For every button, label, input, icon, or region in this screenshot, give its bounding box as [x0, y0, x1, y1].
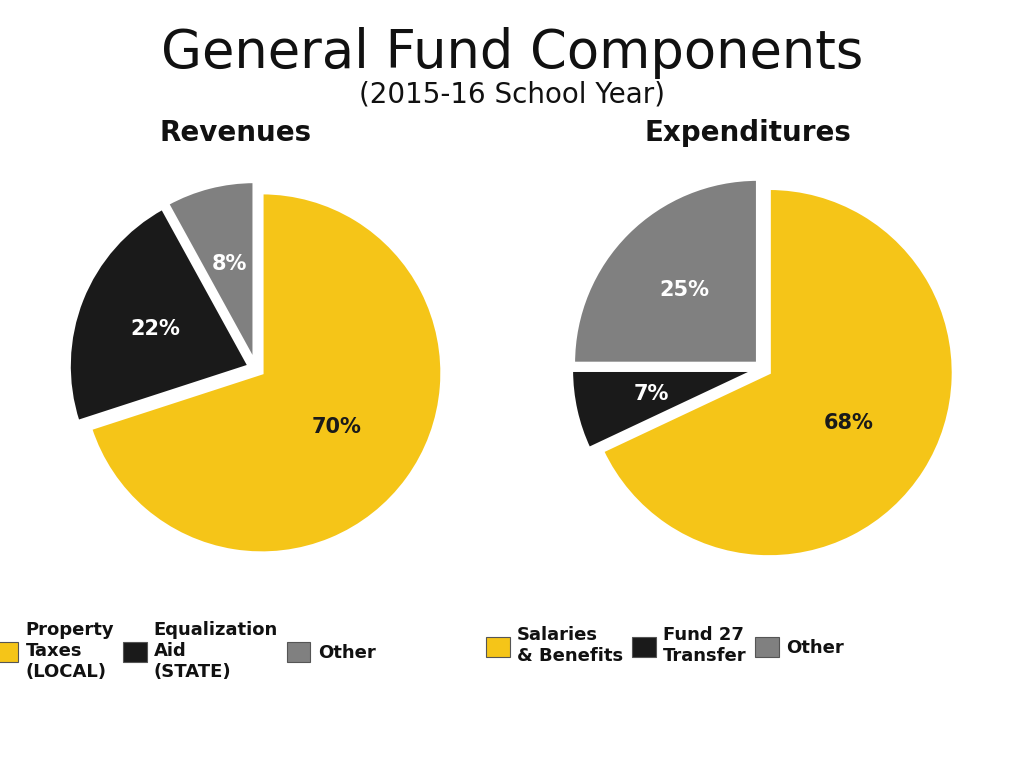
Wedge shape — [602, 188, 953, 557]
Legend: Salaries
& Benefits, Fund 27
Transfer, Other: Salaries & Benefits, Fund 27 Transfer, O… — [486, 627, 844, 665]
Text: 70%: 70% — [311, 417, 361, 437]
Wedge shape — [573, 179, 758, 363]
Text: 25%: 25% — [659, 280, 710, 300]
Legend: Property
Taxes
(LOCAL), Equalization
Aid
(STATE), Other: Property Taxes (LOCAL), Equalization Aid… — [0, 621, 376, 680]
Text: 7%: 7% — [634, 383, 669, 403]
Wedge shape — [571, 370, 756, 449]
Text: Expenditures: Expenditures — [644, 119, 851, 147]
Text: VI.A. DISTRICT HISTORY, TRENDS, AND STATS: VI.A. DISTRICT HISTORY, TRENDS, AND STAT… — [338, 733, 686, 748]
Text: 22%: 22% — [130, 319, 180, 339]
Wedge shape — [90, 193, 442, 553]
Wedge shape — [69, 208, 249, 422]
Text: 68%: 68% — [823, 413, 873, 433]
Text: Revenues: Revenues — [160, 119, 311, 147]
Text: 8%: 8% — [211, 254, 247, 274]
Wedge shape — [167, 181, 254, 362]
Text: (2015-16 School Year): (2015-16 School Year) — [359, 81, 665, 108]
Text: General Fund Components: General Fund Components — [161, 27, 863, 79]
